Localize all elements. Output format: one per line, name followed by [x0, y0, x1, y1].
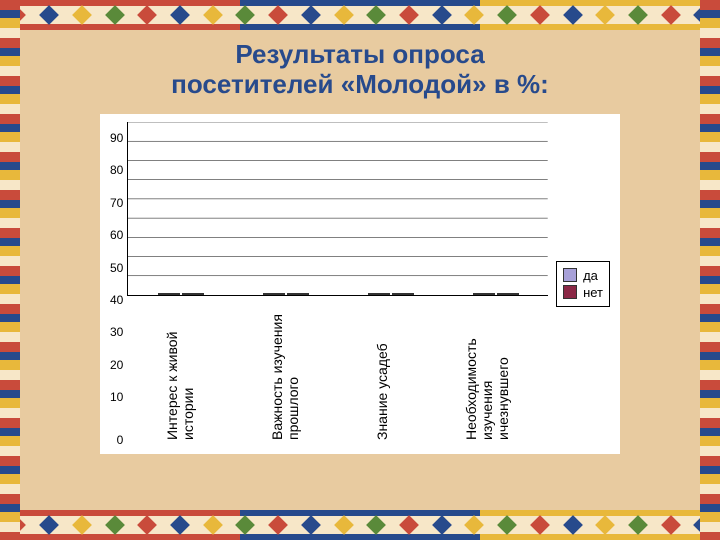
x-axis-labels: Интерес к живой истории Важность изучения… [127, 296, 548, 442]
x-label: Интерес к живой истории [164, 300, 196, 442]
legend-swatch [563, 285, 577, 299]
bar-group [158, 293, 204, 295]
decorative-border-top [0, 0, 720, 30]
slide-title: Результаты опроса посетителей «Молодой» … [44, 40, 676, 100]
bar [287, 293, 309, 295]
y-tick: 70 [110, 187, 123, 219]
bar [158, 293, 180, 295]
bar [473, 293, 495, 295]
bar-group [368, 293, 414, 295]
y-tick: 20 [110, 349, 123, 381]
y-tick: 40 [110, 284, 123, 316]
plot [127, 122, 548, 296]
y-tick: 30 [110, 316, 123, 348]
survey-bar-chart: 0102030405060708090 Интерес к живой исто… [100, 114, 620, 454]
x-axis-label-area: Интерес к живой истории Важность изучения… [127, 296, 548, 446]
y-tick: 0 [110, 413, 123, 445]
legend-item: нет [563, 285, 603, 300]
bar [182, 293, 204, 295]
legend-swatch [563, 268, 577, 282]
y-tick: 10 [110, 381, 123, 413]
decorative-border-bottom [0, 510, 720, 540]
y-axis: 0102030405060708090 [110, 122, 127, 446]
x-label: Знание усадеб [374, 300, 390, 442]
title-line-2: посетителей «Молодой» в %: [171, 69, 549, 99]
legend-label: да [583, 268, 598, 283]
y-tick: 80 [110, 154, 123, 186]
title-line-1: Результаты опроса [235, 39, 484, 69]
y-tick: 50 [110, 251, 123, 283]
bar-groups [128, 122, 548, 295]
x-label: Важность изучения прошлого [269, 300, 301, 442]
bar [263, 293, 285, 295]
bar-group [263, 293, 309, 295]
slide-content: Результаты опроса посетителей «Молодой» … [20, 30, 700, 510]
chart-plot-area: 0102030405060708090 Интерес к живой исто… [110, 122, 548, 446]
x-label: Необходимость изучения ичезнувшего [463, 300, 511, 442]
bar [368, 293, 390, 295]
legend-item: да [563, 268, 603, 283]
y-tick: 90 [110, 122, 123, 154]
decorative-border-left [0, 0, 20, 540]
decorative-border-right [700, 0, 720, 540]
bar [497, 293, 519, 295]
y-tick: 60 [110, 219, 123, 251]
chart-legend: да нет [556, 261, 610, 307]
bar [392, 293, 414, 295]
legend-label: нет [583, 285, 603, 300]
bar-group [473, 293, 519, 295]
